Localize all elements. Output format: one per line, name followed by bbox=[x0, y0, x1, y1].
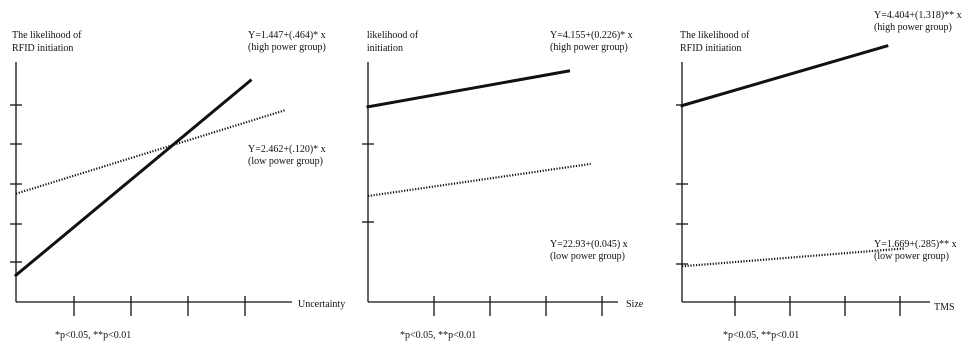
group-label-high-power: (high power group) bbox=[550, 42, 628, 53]
equation-low-power: Y=2.462+(.120)* x bbox=[248, 144, 326, 155]
equation-low-power: Y=1.669+(.285)** x bbox=[874, 239, 957, 250]
significance-note: *p<0.05, **p<0.01 bbox=[55, 330, 131, 341]
x-axis-label: Size bbox=[626, 299, 644, 310]
panel-tms: The likelihood of RFID initiation Y=4.40… bbox=[676, 10, 962, 341]
significance-note: *p<0.05, **p<0.01 bbox=[400, 330, 476, 341]
series-line-low-power bbox=[15, 109, 286, 195]
plot-area bbox=[676, 44, 930, 316]
group-label-high-power: (high power group) bbox=[248, 42, 326, 53]
y-axis-label-line-2: RFID initiation bbox=[680, 43, 741, 54]
y-axis-label-line-2: RFID initiation bbox=[12, 43, 73, 54]
y-axis-label-line-1: The likelihood of bbox=[12, 30, 82, 41]
equation-high-power: Y=4.155+(0.226)* x bbox=[550, 30, 633, 41]
group-label-low-power: (low power group) bbox=[550, 251, 625, 262]
series-line-high-power bbox=[13, 78, 253, 278]
significance-note: *p<0.05, **p<0.01 bbox=[723, 330, 799, 341]
series-line-low-power bbox=[681, 247, 905, 268]
panel-uncertainty: The likelihood of RFID initiation Y=1.44… bbox=[10, 30, 345, 341]
x-axis-label: TMS bbox=[934, 302, 955, 313]
panel-size: likelihood of initiation Y=4.155+(0.226)… bbox=[362, 30, 644, 341]
equation-high-power: Y=1.447+(.464)* x bbox=[248, 30, 326, 41]
y-axis-label-line-1: likelihood of bbox=[366, 30, 419, 41]
series-line-high-power bbox=[366, 69, 571, 109]
plot-area bbox=[10, 62, 292, 316]
group-label-high-power: (high power group) bbox=[874, 22, 952, 33]
y-axis-label-line-1: The likelihood of bbox=[680, 30, 750, 41]
y-axis-label-line-2: initiation bbox=[366, 43, 403, 54]
x-axis-label: Uncertainty bbox=[298, 299, 345, 310]
group-label-low-power: (low power group) bbox=[874, 251, 949, 262]
plot-area bbox=[362, 62, 618, 316]
equation-low-power: Y=22.93+(0.045) x bbox=[550, 239, 628, 250]
equation-high-power: Y=4.404+(1.318)** x bbox=[874, 10, 962, 21]
group-label-low-power: (low power group) bbox=[248, 156, 323, 167]
series-line-high-power bbox=[680, 44, 889, 108]
series-line-low-power bbox=[367, 162, 591, 198]
